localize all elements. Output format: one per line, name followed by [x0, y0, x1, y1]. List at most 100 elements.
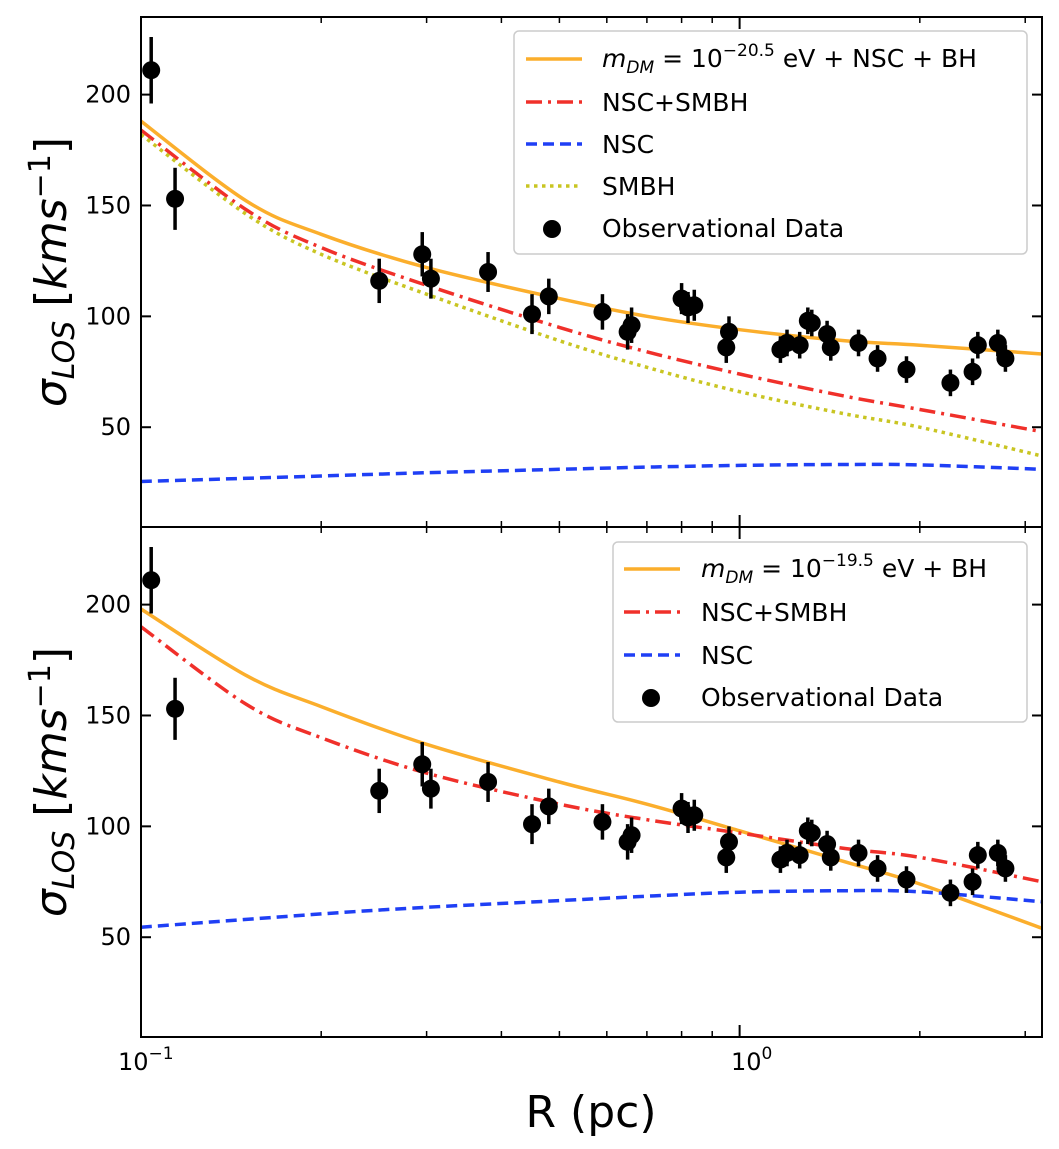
top-curve-solid: [141, 119, 1042, 356]
top-data-point: [897, 356, 916, 383]
bottom-data-point: [166, 677, 185, 740]
bottom-data-point: [413, 742, 432, 787]
bottom-data-marker: [963, 872, 982, 891]
top-data-marker: [719, 322, 738, 341]
bottom-y-tick-label: 100: [85, 812, 131, 840]
top-ylabel-unit: kms: [26, 198, 77, 289]
top-legend-m: m: [602, 44, 626, 73]
top-ylabel-exp: −1: [23, 154, 58, 198]
top-data-point: [849, 329, 868, 357]
bottom-data-marker: [479, 773, 498, 791]
top-ylabel-open: [: [26, 290, 77, 321]
bottom-data-point: [421, 768, 440, 809]
bottom-y-tick-label: 50: [100, 923, 131, 951]
top-data-marker: [413, 245, 432, 264]
top-data-point: [370, 258, 389, 304]
bottom-data-marker: [593, 812, 612, 831]
bottom-data-point: [622, 817, 641, 853]
bottom-data-marker: [719, 832, 738, 851]
bottom-data-marker: [142, 571, 161, 590]
top-data-point: [802, 309, 821, 337]
bottom-legend: mDM = 10−19.5 eV + BH NSC+SMBH NSC Obser…: [612, 541, 1028, 723]
bottom-data-marker: [897, 870, 916, 889]
top-legend-scatter-marker: [543, 220, 561, 238]
top-legend-box: [513, 30, 1028, 255]
top-data-marker: [421, 269, 440, 288]
bottom-y-axis-label: σLOS [kms−1]: [23, 647, 82, 917]
top-data-marker: [593, 302, 612, 321]
top-legend-suffix: eV + NSC + BH: [775, 44, 977, 73]
bottom-ylabel-open: [: [26, 800, 77, 831]
x-axis-label: R (pc): [525, 1087, 656, 1138]
bottom-curve-dashed: [141, 888, 1042, 929]
bottom-y-tick-label: 150: [85, 701, 131, 729]
top-y-tick-label: 200: [85, 81, 131, 109]
top-data-point: [968, 331, 987, 359]
bottom-curve-dashdot: [141, 625, 1042, 884]
top-data-point: [166, 167, 185, 230]
x-tick-label-1: 100: [731, 1044, 772, 1076]
bottom-data-marker: [166, 699, 185, 718]
bottom-data-marker: [996, 859, 1015, 878]
top-data-marker: [963, 362, 982, 381]
bottom-data-marker: [539, 797, 558, 816]
top-y-tick-label: 50: [100, 413, 131, 441]
top-data-point: [941, 369, 960, 397]
top-curves: [141, 119, 1042, 484]
bottom-data-marker: [868, 859, 887, 878]
top-ylabel-sub: LOS: [47, 321, 82, 379]
bottom-data-point: [868, 855, 887, 882]
bottom-legend-dm-label: mDM = 10−19.5 eV + BH: [701, 551, 987, 588]
bottom-data-point: [996, 855, 1015, 882]
bottom-data-point: [370, 768, 389, 814]
top-data-marker: [968, 336, 987, 355]
top-data-marker: [370, 271, 389, 290]
top-legend-m-sub: DM: [626, 58, 654, 78]
bottom-legend-scatter-marker: [642, 689, 660, 707]
top-data-point: [821, 334, 840, 361]
bottom-data-marker: [523, 815, 542, 834]
bottom-data-marker: [685, 806, 704, 825]
top-data-marker: [539, 287, 558, 306]
top-y-axis-label: σLOS [kms−1]: [23, 137, 82, 407]
top-data-point: [685, 289, 704, 321]
bottom-y-tick-label: 200: [85, 591, 131, 619]
bottom-observational-points: [142, 546, 1015, 907]
top-data-point: [790, 331, 809, 359]
bottom-ylabel-sub: LOS: [47, 831, 82, 889]
top-data-point: [622, 307, 641, 343]
top-observational-points: [142, 36, 1015, 397]
top-data-marker: [802, 314, 821, 332]
bottom-data-point: [593, 804, 612, 840]
top-data-marker: [996, 349, 1015, 368]
top-data-marker: [523, 305, 542, 324]
bottom-legend-m-sub: DM: [725, 568, 753, 588]
top-data-point: [539, 278, 558, 315]
top-y-tick-label: 150: [85, 191, 131, 219]
bottom-data-point: [968, 841, 987, 869]
bottom-data-point: [802, 819, 821, 847]
top-data-marker: [622, 316, 641, 335]
bottom-data-marker: [968, 846, 987, 865]
bottom-data-marker: [717, 848, 736, 867]
bottom-data-marker: [421, 779, 440, 798]
top-curve-dashdot: [141, 128, 1042, 434]
top-data-marker: [717, 338, 736, 357]
x-tick-label-0.1: 10−1: [118, 1044, 174, 1076]
top-data-point: [479, 252, 498, 292]
top-data-point: [413, 232, 432, 277]
top-data-point: [719, 316, 738, 348]
bottom-data-point: [479, 762, 498, 802]
top-data-point: [996, 345, 1015, 372]
bottom-legend-obs-label: Observational Data: [701, 683, 943, 712]
top-legend-nsc-label: NSC: [602, 130, 654, 159]
top-ylabel-sigma: σ: [26, 378, 77, 407]
top-legend-exp: −20.5: [723, 41, 775, 61]
bottom-ylabel-sigma: σ: [26, 888, 77, 917]
top-data-point: [593, 294, 612, 330]
bottom-legend-box: [612, 541, 1028, 723]
top-legend-eq: = 10: [654, 44, 723, 73]
bottom-ylabel-exp: −1: [23, 664, 58, 708]
top-panel: 50 100 150 200 mDM = 10−20.5 eV + NSC + BH …: [85, 16, 1043, 528]
